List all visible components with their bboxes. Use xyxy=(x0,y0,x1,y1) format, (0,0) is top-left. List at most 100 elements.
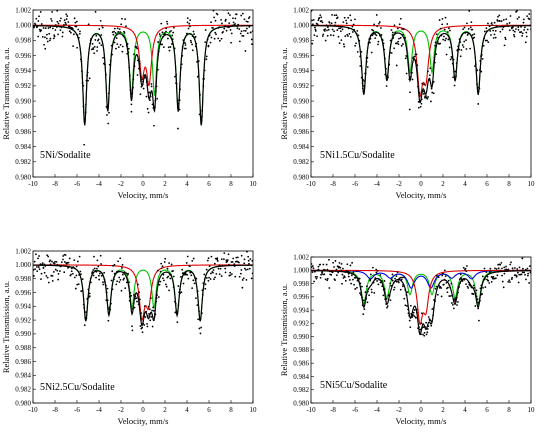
data-point xyxy=(123,271,126,274)
data-point xyxy=(430,324,433,327)
data-point xyxy=(441,23,444,26)
data-point xyxy=(455,75,458,78)
data-point xyxy=(68,257,71,260)
data-point xyxy=(100,44,103,47)
data-point xyxy=(120,289,123,292)
data-point xyxy=(220,237,222,239)
data-point xyxy=(508,22,511,24)
data-point xyxy=(81,290,84,292)
x-tick-label: 10 xyxy=(528,406,536,414)
y-tick-label: 0.986 xyxy=(15,128,31,136)
data-point xyxy=(67,261,70,264)
doublet-component-curve xyxy=(33,264,253,321)
data-point xyxy=(405,72,408,75)
data-point xyxy=(88,77,91,80)
data-point xyxy=(39,11,42,13)
data-point xyxy=(462,28,464,31)
data-point xyxy=(60,26,63,29)
data-point xyxy=(311,265,314,267)
data-point xyxy=(141,331,144,334)
data-point xyxy=(395,64,398,67)
data-point xyxy=(47,27,50,29)
data-point xyxy=(494,29,497,32)
data-point xyxy=(442,272,444,275)
data-point xyxy=(216,260,219,262)
data-point xyxy=(354,44,357,47)
data-point xyxy=(111,270,114,273)
data-point xyxy=(63,271,66,274)
x-axis-label: Velocity, mm/s xyxy=(118,416,169,426)
data-point xyxy=(130,110,133,113)
data-point xyxy=(112,33,115,36)
data-point xyxy=(390,278,393,281)
data-point xyxy=(166,22,169,25)
data-point xyxy=(372,29,375,32)
data-point xyxy=(341,273,344,276)
data-point xyxy=(311,42,314,45)
data-point xyxy=(340,263,343,265)
data-point xyxy=(33,260,36,263)
data-point xyxy=(382,294,385,297)
data-point xyxy=(94,269,97,272)
data-point xyxy=(448,284,451,287)
data-point xyxy=(106,299,109,302)
data-point xyxy=(493,21,496,24)
data-point xyxy=(361,304,364,307)
data-point xyxy=(36,266,38,268)
data-point xyxy=(526,28,529,31)
data-point xyxy=(180,291,183,294)
data-point xyxy=(201,294,204,296)
data-point xyxy=(172,270,174,272)
data-point xyxy=(233,265,236,268)
data-point xyxy=(91,48,93,51)
data-point xyxy=(46,33,48,36)
data-point xyxy=(398,37,400,40)
data-point xyxy=(138,60,141,63)
data-point xyxy=(166,267,169,270)
data-point xyxy=(315,277,318,280)
data-point xyxy=(190,41,193,44)
data-point xyxy=(348,32,351,35)
data-point xyxy=(439,42,442,45)
data-point xyxy=(104,73,107,76)
data-point xyxy=(152,306,155,309)
data-point xyxy=(479,299,481,302)
data-point xyxy=(213,37,216,40)
data-point xyxy=(132,302,135,305)
data-point xyxy=(229,29,232,31)
data-point xyxy=(198,327,201,330)
data-point xyxy=(103,278,106,281)
data-point xyxy=(409,91,411,94)
data-point xyxy=(487,279,490,282)
data-point xyxy=(334,24,336,27)
data-point xyxy=(334,260,337,262)
data-point xyxy=(107,319,110,322)
doublet-component-curve xyxy=(33,24,253,87)
data-point xyxy=(507,25,509,28)
data-point xyxy=(423,331,426,334)
data-point xyxy=(451,302,453,304)
data-point xyxy=(128,66,131,69)
data-point xyxy=(54,268,57,271)
data-point xyxy=(209,41,212,44)
data-point xyxy=(65,13,68,16)
data-point xyxy=(340,26,343,28)
data-point xyxy=(349,14,352,17)
data-point xyxy=(92,274,95,277)
data-point xyxy=(508,279,511,282)
data-point xyxy=(466,265,468,267)
data-point xyxy=(212,10,215,12)
data-point xyxy=(146,315,149,317)
data-point xyxy=(58,25,61,28)
data-point xyxy=(392,281,395,284)
data-point xyxy=(168,49,171,52)
data-point xyxy=(120,23,123,26)
data-point xyxy=(502,7,504,9)
data-point xyxy=(75,25,78,28)
data-point xyxy=(528,13,531,15)
data-point xyxy=(177,285,180,287)
data-point xyxy=(38,15,40,18)
data-point xyxy=(402,33,405,36)
data-point xyxy=(427,70,429,73)
data-point xyxy=(442,38,445,41)
